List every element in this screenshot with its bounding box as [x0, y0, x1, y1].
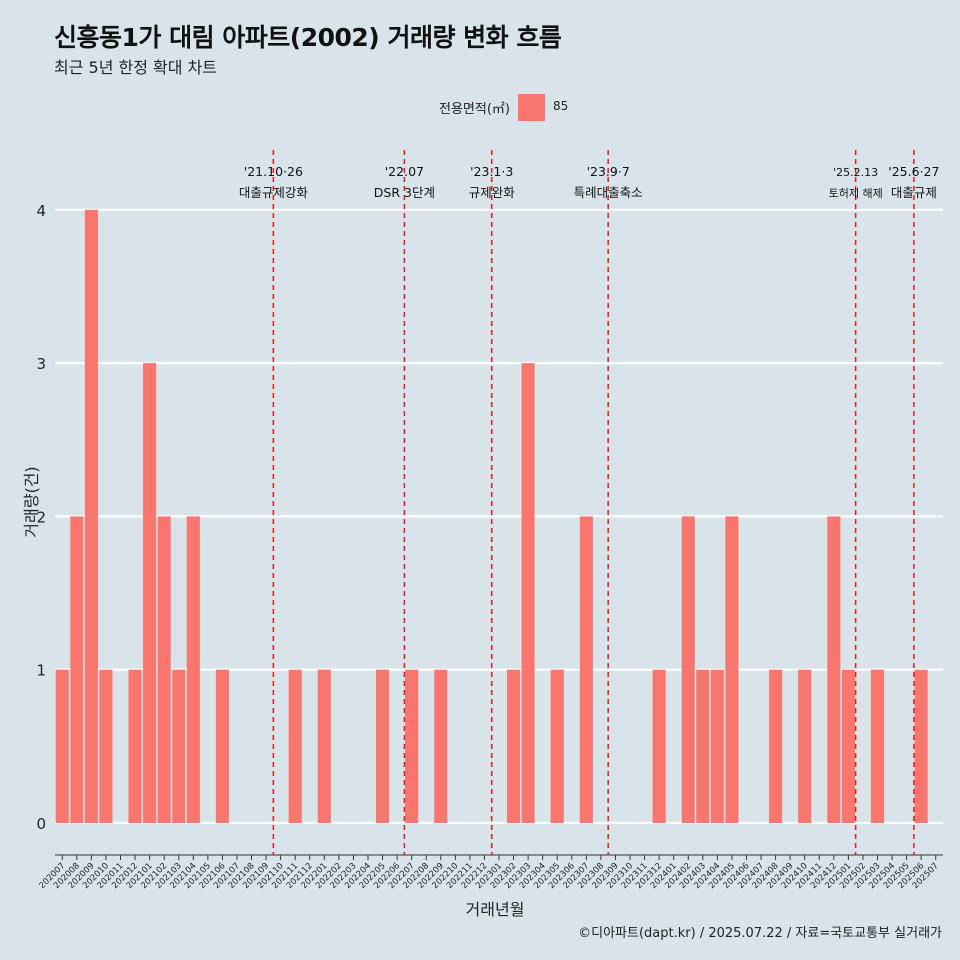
policy-marker-label: 토허제 해제: [829, 186, 883, 200]
policy-marker-date: '23.9·7: [587, 164, 630, 179]
bar: [157, 516, 171, 823]
bar: [841, 669, 855, 823]
bar: [579, 516, 593, 823]
x-axis-label: 거래년월: [465, 900, 525, 919]
bar: [186, 516, 200, 823]
bar: [769, 669, 783, 823]
bar: [143, 363, 157, 823]
bar: [827, 516, 841, 823]
y-tick-label: 0: [36, 815, 46, 833]
bar: [405, 669, 419, 823]
bar: [128, 669, 142, 823]
bar: [914, 669, 928, 823]
bar: [317, 669, 331, 823]
chart-subtitle: 최근 5년 한정 확대 차트: [54, 58, 218, 77]
bar: [652, 669, 666, 823]
legend-swatch: [518, 94, 545, 121]
bar: [798, 669, 812, 823]
bar: [507, 669, 521, 823]
bar: [710, 669, 724, 823]
y-tick-label: 2: [36, 508, 46, 526]
legend-label: 85: [553, 99, 569, 113]
y-tick-label: 3: [36, 355, 46, 373]
legend: 전용면적(㎡) 85: [0, 92, 960, 122]
bar: [172, 669, 186, 823]
policy-marker-label: 대출규제강화: [239, 185, 309, 200]
policy-marker-date: '22.07: [385, 164, 424, 179]
y-tick-label: 4: [36, 202, 46, 220]
bar: [215, 669, 229, 823]
policy-marker-date: '21.10·26: [244, 164, 303, 179]
bar: [84, 209, 98, 824]
bar: [55, 669, 69, 823]
bar: [434, 669, 448, 823]
policy-marker-label: 대출규제: [891, 185, 937, 200]
chart-title: 신흥동1가 대림 아파트(2002) 거래량 변화 흐름: [54, 23, 562, 52]
bar: [70, 516, 84, 823]
bar: [870, 669, 885, 823]
source-caption: ©디아파트(dapt.kr) / 2025.07.22 / 자료=국토교통부 실…: [578, 926, 942, 941]
bar: [99, 669, 113, 823]
bar: [288, 669, 302, 823]
y-tick-label: 1: [36, 662, 46, 680]
bar: [725, 516, 739, 823]
policy-marker-date: '25.2.13: [833, 166, 878, 179]
legend-title: 전용면적(㎡): [439, 102, 510, 117]
policy-marker-label: 특례대출축소: [574, 185, 643, 200]
bar: [550, 669, 564, 823]
bar: [375, 669, 390, 823]
bar: [521, 363, 535, 823]
bar: [696, 669, 710, 823]
policy-marker-label: 규제완화: [469, 185, 516, 200]
policy-marker-date: '23.1·3: [470, 164, 513, 179]
policy-marker-date: '25.6·27: [888, 164, 939, 179]
y-axis-label: 거래량(건): [22, 466, 41, 538]
bar: [681, 516, 695, 823]
policy-marker-label: DSR 3단계: [374, 185, 435, 200]
